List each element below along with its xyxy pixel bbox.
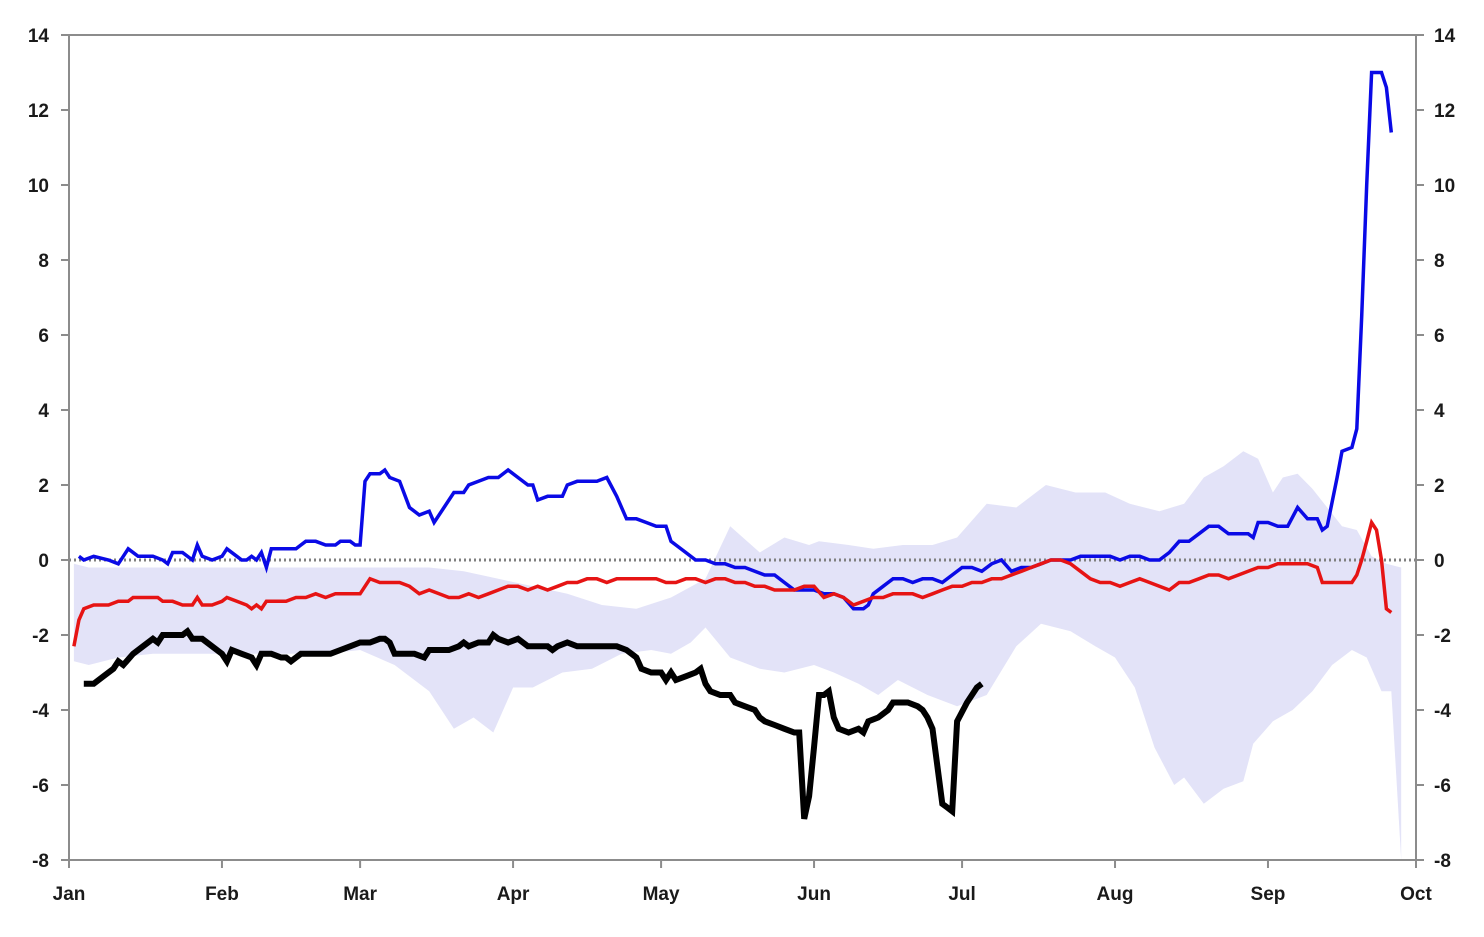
tick-labels: -8 -8 -6 -6 -4 -4 -2 -2 0 0 2 2 4 4 6 6 8 8 10 10 12 12 14 14 Ja… xyxy=(28,26,1456,905)
x-tick-label: Jan xyxy=(53,884,86,905)
y-tick-label-right: 6 xyxy=(1434,326,1445,347)
y-tick-label-left: 4 xyxy=(38,401,49,422)
x-tick-label: Apr xyxy=(497,884,530,905)
y-tick-label-left: 10 xyxy=(28,176,49,197)
y-tick-label-right: -4 xyxy=(1434,701,1451,722)
x-tick-label: May xyxy=(643,884,680,905)
x-tick-label: Mar xyxy=(343,884,377,905)
y-tick-label-left: -2 xyxy=(32,626,49,647)
y-tick-label-right: 0 xyxy=(1434,551,1445,572)
x-tick-label: Oct xyxy=(1400,884,1432,905)
y-tick-label-right: 10 xyxy=(1434,176,1455,197)
blue-series-line xyxy=(77,70,1394,611)
x-tick-label: Jul xyxy=(948,884,975,905)
y-tick-label-right: -8 xyxy=(1434,851,1451,872)
y-tick-label-right: 2 xyxy=(1434,476,1445,497)
y-tick-label-right: 12 xyxy=(1434,101,1455,122)
y-tick-label-right: -6 xyxy=(1434,776,1451,797)
x-tick-label: Jun xyxy=(797,884,831,905)
y-tick-label-left: 8 xyxy=(38,251,49,272)
x-tick-label: Sep xyxy=(1251,884,1286,905)
shaded-range-band xyxy=(73,451,1402,860)
series-lines xyxy=(72,70,1394,820)
y-tick-label-left: 6 xyxy=(38,326,49,347)
y-tick-label-left: 12 xyxy=(28,101,49,122)
x-tick-label: Aug xyxy=(1097,884,1134,905)
y-tick-label-right: 14 xyxy=(1434,26,1456,47)
axes xyxy=(68,34,1417,861)
y-tick-label-left: 14 xyxy=(28,26,50,47)
tick-marks xyxy=(61,34,1424,868)
y-tick-label-left: -6 xyxy=(32,776,49,797)
confidence-band-layer xyxy=(73,451,1402,860)
y-tick-label-left: 2 xyxy=(38,476,49,497)
y-tick-label-right: -2 xyxy=(1434,626,1451,647)
y-tick-label-left: 0 xyxy=(38,551,49,572)
black-series-line xyxy=(83,626,984,820)
y-tick-label-right: 4 xyxy=(1434,401,1445,422)
y-tick-label-right: 8 xyxy=(1434,251,1445,272)
y-tick-label-left: -8 xyxy=(32,851,49,872)
red-series-line xyxy=(72,518,1393,647)
x-tick-label: Feb xyxy=(205,884,239,905)
y-tick-label-left: -4 xyxy=(32,701,49,722)
